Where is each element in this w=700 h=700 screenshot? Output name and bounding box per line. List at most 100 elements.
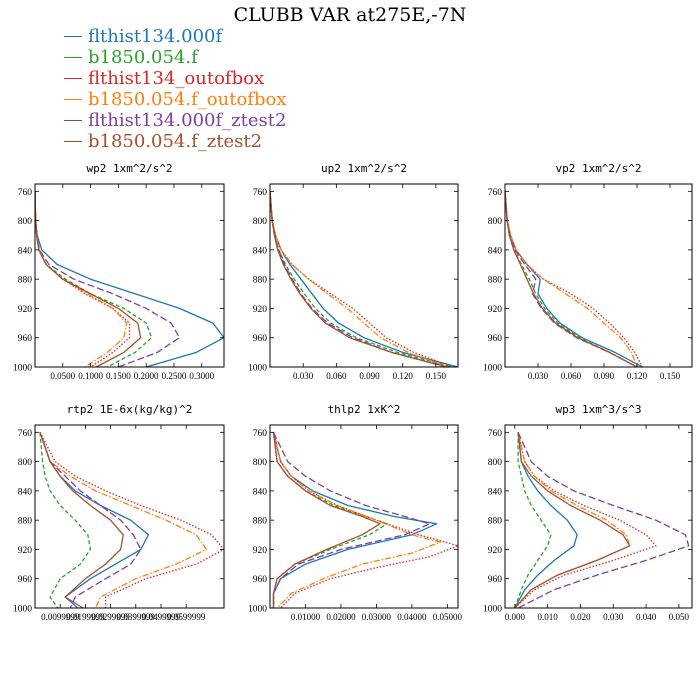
plot-frame	[269, 183, 459, 368]
x-tick-label: 0.060	[561, 371, 582, 381]
y-tick-label: 880	[253, 517, 268, 527]
series-line	[514, 432, 578, 608]
series-line	[270, 191, 448, 367]
y-tick-label: 880	[18, 276, 33, 286]
x-tick-label: 0.010	[538, 612, 559, 622]
x-tick-label: 0.2000	[134, 371, 159, 381]
y-tick-label: 1000	[483, 364, 502, 374]
legend-line-swatch	[64, 141, 82, 142]
x-tick-label: 0.050	[669, 612, 690, 622]
series-line	[39, 432, 142, 608]
series-line	[517, 432, 690, 608]
y-tick-label: 1000	[483, 605, 502, 615]
y-tick-label: 1000	[13, 605, 32, 615]
legend-label: flthist134_outofbox	[88, 68, 265, 89]
x-tick-label: 0.150	[660, 371, 681, 381]
y-tick-label: 760	[253, 188, 268, 198]
plot-frame	[34, 424, 225, 609]
y-tick-label: 1000	[248, 364, 267, 374]
figure-title: CLUBB VAR at275E,-7N	[233, 4, 467, 26]
series-group	[505, 191, 644, 367]
series-line	[272, 432, 438, 608]
series-line	[514, 432, 552, 608]
x-tick-label: 0.0199999	[66, 612, 105, 622]
panel-title: up2 1xm^2/s^2	[321, 162, 407, 175]
x-tick-label: 0.02000	[326, 612, 356, 622]
series-line	[505, 191, 644, 367]
legend-line-swatch	[64, 36, 82, 37]
y-tick-label: 800	[253, 458, 268, 468]
series-line	[505, 191, 638, 367]
x-tick-label: 0.090	[359, 371, 380, 381]
plot-frame	[504, 424, 693, 609]
x-tick-label: 0.150	[426, 371, 447, 381]
legend-line-swatch	[64, 120, 82, 121]
x-tick-label: 0.0099999	[41, 612, 80, 622]
y-tick-label: 880	[488, 517, 503, 527]
panel-title: wp2 1xm^2/s^2	[86, 162, 172, 175]
series-group	[39, 432, 224, 608]
y-tick-label: 920	[18, 305, 33, 315]
series-line	[35, 191, 131, 367]
panel: rtp2 1E-6x(kg/kg)^2 760 800 840 880 920 960 100…	[13, 403, 225, 622]
legend-label: flthist134.000f	[88, 26, 223, 47]
y-tick-label: 840	[18, 487, 33, 497]
legend-label: b1850.054.f_outofbox	[88, 89, 287, 110]
x-tick-label: 0.060	[326, 371, 347, 381]
series-line	[270, 191, 458, 367]
legend-line-swatch	[64, 57, 82, 58]
y-tick-label: 800	[18, 217, 33, 227]
series-line	[272, 432, 381, 608]
y-tick-label: 1000	[13, 364, 32, 374]
panel: wp3 1xm^3/s^3 760 800 840 880 920 960 10000.000…	[483, 403, 693, 622]
x-tick-label: 0.020	[570, 612, 591, 622]
panel: thlp2 1xK^2 760 800 840 880 920 960 1000 0.01000…	[248, 403, 462, 622]
series-line	[514, 432, 631, 608]
series-line	[270, 191, 448, 367]
x-tick-label: 0.3000	[189, 371, 214, 381]
y-tick-label: 800	[18, 458, 33, 468]
series-line	[39, 432, 92, 608]
series-line	[505, 191, 638, 367]
series-group	[514, 432, 690, 608]
x-tick-label: 0.030	[528, 371, 549, 381]
y-tick-label: 800	[488, 458, 503, 468]
y-tick-label: 760	[488, 429, 503, 439]
panel-title: thlp2 1xK^2	[328, 403, 401, 416]
x-tick-label: 0.1000	[78, 371, 103, 381]
y-tick-label: 960	[253, 334, 268, 344]
series-line	[35, 191, 181, 367]
series-line	[39, 432, 150, 608]
y-tick-label: 960	[488, 334, 503, 344]
y-tick-label: 840	[488, 487, 503, 497]
y-tick-label: 920	[253, 305, 268, 315]
x-tick-label: 0.040	[636, 612, 657, 622]
x-tick-label: 0.000	[505, 612, 526, 622]
y-tick-label: 920	[253, 546, 268, 556]
panel: wp2 1xm^2/s^2 760 800 840 880 920 960 1000 0.050…	[13, 162, 225, 381]
series-line	[272, 432, 441, 608]
y-tick-label: 800	[253, 217, 268, 227]
y-tick-label: 760	[488, 188, 503, 198]
series-line	[505, 191, 638, 367]
panel-title: wp3 1xm^3/s^3	[555, 403, 641, 416]
y-tick-label: 960	[18, 334, 33, 344]
panel: up2 1xm^2/s^2 760 800 840 880 920 960 1000 0.030…	[248, 162, 459, 381]
y-tick-label: 1000	[248, 605, 267, 615]
x-tick-label: 0.0500	[50, 371, 75, 381]
series-line	[35, 191, 128, 367]
x-tick-label: 0.120	[627, 371, 648, 381]
x-tick-label: 0.0399999	[117, 612, 156, 622]
x-tick-label: 0.120	[393, 371, 414, 381]
x-tick-label: 0.03000	[362, 612, 392, 622]
series-line	[272, 432, 431, 608]
legend-label: flthist134.000f_ztest2	[88, 110, 287, 131]
y-tick-label: 920	[18, 546, 33, 556]
legend-label: b1850.054.f	[88, 47, 198, 68]
x-tick-label: 0.0299999	[91, 612, 130, 622]
y-tick-label: 840	[488, 246, 503, 256]
y-tick-label: 960	[18, 575, 33, 585]
y-tick-label: 760	[18, 188, 33, 198]
